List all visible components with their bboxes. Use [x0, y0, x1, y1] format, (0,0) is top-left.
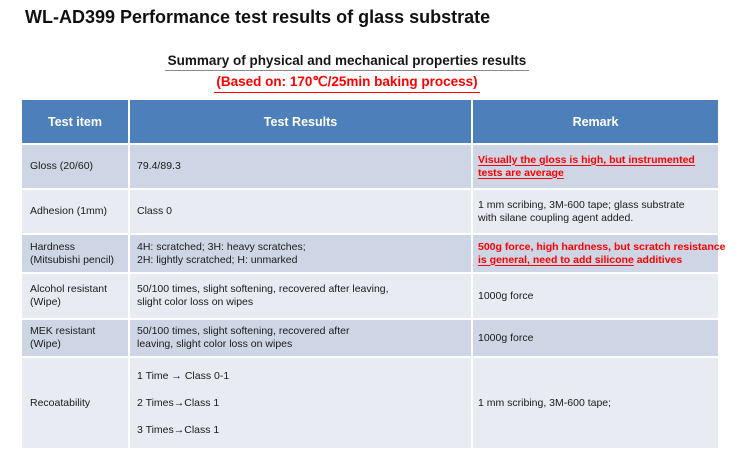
cell-text: 4H: scratched; 3H: heavy scratches; — [137, 240, 306, 253]
remark-cell: 1 mm scribing, 3M-600 tape; glass substr… — [473, 190, 718, 233]
cell-text: 3 Times→Class 1 — [137, 423, 220, 436]
slide: { "page": { "title": "WL-AD399 Performan… — [0, 7, 726, 448]
cell-text: 1 Time → Class 0-1 — [137, 369, 230, 382]
remark-text: 500g force, high hardness, but scratch r… — [478, 240, 726, 253]
note-band: (Based on: 170℃/25min baking process) — [0, 73, 694, 93]
cell-text: 50/100 times, slight softening, recovere… — [137, 325, 350, 337]
column-header-test-item: Test item — [22, 100, 128, 143]
test-item-cell: Hardness (Mitsubishi pencil) — [22, 235, 128, 272]
baking-condition-note: (Based on: 170℃/25min baking process) — [214, 74, 480, 93]
test-results-cell: 1 Time → Class 0-1 2 Times→Class 1 3 Tim… — [130, 358, 471, 448]
remark-text: 1 mm scribing, 3M-600 tape; glass substr… — [478, 198, 685, 211]
cell-text: (Wipe) — [30, 296, 61, 308]
column-header-remark: Remark — [473, 100, 718, 143]
results-table: Test item Test Results Remark Gloss (20/… — [20, 98, 726, 450]
cell-text: 79.4/89.3 — [137, 160, 181, 172]
slide-subtitle: Summary of physical and mechanical prope… — [164, 53, 530, 71]
cell-text: 2 Times→Class 1 — [137, 396, 220, 409]
cell-text: (Mitsubishi pencil) — [30, 253, 115, 266]
cell-text: slight color loss on wipes — [137, 296, 254, 308]
subtitle-band: Summary of physical and mechanical prope… — [0, 52, 694, 71]
table-row-adhesion: Adhesion (1mm) Class 0 1 mm scribing, 3M… — [22, 190, 718, 233]
test-item-cell: Gloss (20/60) — [22, 145, 128, 188]
table-row-alcohol-resistant: Alcohol resistant (Wipe) 50/100 times, s… — [22, 274, 718, 318]
cell-text: leaving, slight color loss on wipes — [137, 338, 293, 350]
table-row-gloss: Gloss (20/60) 79.4/89.3 Visually the glo… — [22, 145, 718, 188]
remark-text: 1 mm scribing, 3M-600 tape; — [478, 396, 612, 409]
test-results-cell: 79.4/89.3 — [130, 145, 471, 188]
table-header-row: Test item Test Results Remark — [22, 100, 718, 143]
remark-text: 1000g force — [478, 289, 534, 302]
cell-text: Recoatability — [30, 396, 91, 409]
cell-text: (Wipe) — [30, 338, 61, 350]
cell-text: 2H: lightly scratched; H: unmarked — [137, 253, 298, 266]
remark-text: is general, need to add silicone — [478, 253, 634, 266]
test-results-cell: 50/100 times, slight softening, recovere… — [130, 274, 471, 318]
remark-text: additives — [633, 253, 683, 266]
remark-text: with silane coupling agent added. — [478, 211, 634, 224]
table-row-hardness: Hardness (Mitsubishi pencil) 4H: scratch… — [22, 235, 726, 272]
remark-text: Visually the gloss is high, but instrume… — [478, 153, 695, 166]
test-results-cell: Class 0 — [130, 190, 471, 233]
remark-cell: 1000g force — [473, 274, 718, 318]
remark-cell: 500g force, high hardness, but scratch r… — [473, 235, 726, 272]
test-item-cell: Alcohol resistant (Wipe) — [22, 274, 128, 318]
test-results-cell: 4H: scratched; 3H: heavy scratches; 2H: … — [130, 235, 471, 272]
cell-text: Adhesion (1mm) — [30, 205, 108, 217]
remark-text: 1000g force — [478, 331, 534, 344]
test-item-cell: MEK resistant (Wipe) — [22, 320, 128, 356]
page-title: WL-AD399 Performance test results of gla… — [25, 7, 491, 27]
cell-text: Gloss (20/60) — [30, 160, 94, 172]
test-results-cell: 50/100 times, slight softening, recovere… — [130, 320, 471, 356]
remark-cell: 1 mm scribing, 3M-600 tape; — [473, 358, 718, 448]
cell-text: 50/100 times, slight softening, recovere… — [137, 283, 389, 295]
cell-text: Alcohol resistant — [30, 283, 108, 295]
cell-text: Hardness — [30, 240, 75, 253]
table-row-mek-resistant: MEK resistant (Wipe) 50/100 times, sligh… — [22, 320, 718, 356]
cell-text: MEK resistant — [30, 325, 96, 337]
remark-cell: 1000g force — [473, 320, 718, 356]
table-row-recoatability: Recoatability 1 Time → Class 0-1 2 Times… — [22, 358, 718, 448]
cell-text: Class 0 — [137, 205, 173, 217]
test-item-cell: Adhesion (1mm) — [22, 190, 128, 233]
test-item-cell: Recoatability — [22, 358, 128, 448]
remark-cell: Visually the gloss is high, but instrume… — [473, 145, 718, 188]
column-header-test-results: Test Results — [130, 100, 471, 143]
remark-text: tests are average — [478, 166, 564, 179]
